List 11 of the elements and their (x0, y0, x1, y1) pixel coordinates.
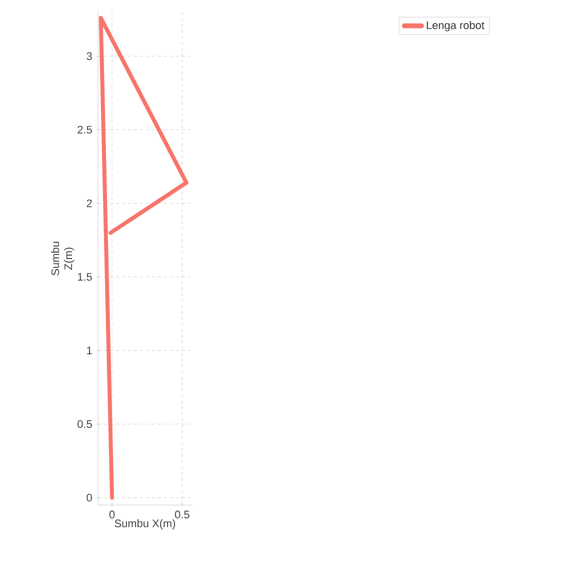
line-series (98, 16, 188, 500)
y-axis-title: Sumbu Z(m) (51, 242, 74, 276)
y-tick-label: 3 (86, 52, 92, 60)
y-tick-label: 1 (87, 346, 92, 354)
x-axis-title: Sumbu X(m) (114, 519, 176, 530)
y-tick-label: 1.5 (78, 273, 92, 281)
y-tick-label: 2.5 (78, 126, 92, 134)
y-tick-label: 2 (86, 199, 92, 208)
legend-label: Lenga robot (426, 21, 484, 32)
y-tick-label: 0 (86, 494, 92, 502)
y-tick-label: 0.5 (78, 420, 92, 428)
